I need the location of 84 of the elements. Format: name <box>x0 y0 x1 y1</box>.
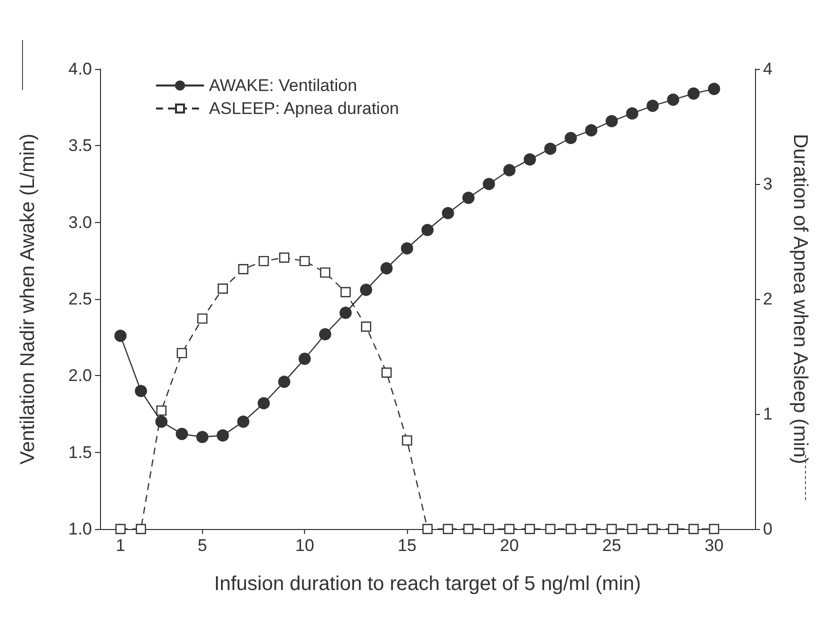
y2-tick-label: 0 <box>763 520 772 538</box>
point <box>442 207 454 220</box>
point <box>360 322 372 332</box>
point <box>381 368 392 378</box>
point <box>668 524 678 534</box>
point <box>218 284 228 294</box>
y-tick-label: 3.0 <box>68 212 92 232</box>
y2-tick-label: 3 <box>763 174 772 194</box>
point <box>258 397 270 410</box>
point <box>340 306 352 319</box>
point <box>545 524 556 534</box>
point <box>237 416 250 428</box>
point <box>504 524 514 534</box>
y2-tick-label: 4 <box>763 60 772 78</box>
x-tick-label: 20 <box>500 536 519 555</box>
point <box>688 87 700 100</box>
x-tick-label: 10 <box>295 536 314 555</box>
y2-tick-label: 2 <box>763 290 772 308</box>
point <box>544 142 556 155</box>
point <box>278 376 290 388</box>
point <box>708 524 720 534</box>
point <box>566 524 576 534</box>
y-tick-label: 1.0 <box>68 520 92 538</box>
y2-tick-label: 1 <box>763 404 772 424</box>
point <box>400 242 414 254</box>
point <box>462 192 475 204</box>
point <box>279 252 290 263</box>
y2-axis-title: Duration of Apnea when Asleep (min) <box>789 134 811 464</box>
point <box>136 524 146 534</box>
y-tick-label: 3.5 <box>68 136 92 156</box>
point <box>115 524 126 534</box>
y-tick-label: 2.5 <box>68 290 92 308</box>
point <box>524 153 536 166</box>
point <box>320 267 330 278</box>
y-axis-title: Ventilation Nadir when Awake (L/min) <box>17 134 39 464</box>
point <box>442 524 454 534</box>
point <box>708 82 720 96</box>
point <box>564 132 577 144</box>
point <box>258 256 269 266</box>
point <box>197 313 208 324</box>
point <box>524 524 535 534</box>
x-tick-label: 15 <box>398 536 416 555</box>
x-tick-label: 1 <box>116 536 126 555</box>
point <box>114 330 127 342</box>
point <box>156 405 167 416</box>
point <box>380 262 393 274</box>
point <box>463 524 474 534</box>
y-tick-label: 4.0 <box>68 60 92 78</box>
point <box>627 524 638 534</box>
point <box>176 428 188 440</box>
y-tick-label: 1.5 <box>68 442 92 462</box>
point <box>626 107 638 120</box>
x-tick-label: 30 <box>704 536 724 555</box>
point <box>421 224 434 236</box>
point <box>319 328 332 340</box>
point <box>216 429 229 442</box>
point <box>196 430 208 444</box>
point <box>360 284 372 296</box>
point <box>667 94 680 106</box>
x-tick-label: 25 <box>602 536 622 555</box>
point <box>300 256 310 266</box>
point <box>482 178 496 190</box>
point <box>298 352 311 365</box>
x-tick-label: 5 <box>198 536 208 555</box>
point <box>646 100 659 112</box>
point <box>176 348 187 358</box>
point <box>134 384 148 398</box>
y-tick-label: 2.0 <box>68 366 92 386</box>
point <box>238 264 248 274</box>
point <box>585 124 598 136</box>
x-axis-title: Infusion duration to reach target of 5 ng/ml (min) <box>214 573 641 595</box>
point <box>155 416 168 428</box>
legend-label: AWAKE: Ventilation <box>209 76 358 95</box>
point <box>648 524 658 534</box>
point <box>688 524 699 534</box>
point <box>606 524 617 534</box>
legend-label: ASLEEP: Apnea duration <box>209 99 399 118</box>
point <box>422 524 433 534</box>
point <box>402 435 412 446</box>
point <box>484 524 494 534</box>
point <box>503 164 516 176</box>
point <box>606 115 618 128</box>
point <box>340 287 351 298</box>
point <box>586 524 596 534</box>
